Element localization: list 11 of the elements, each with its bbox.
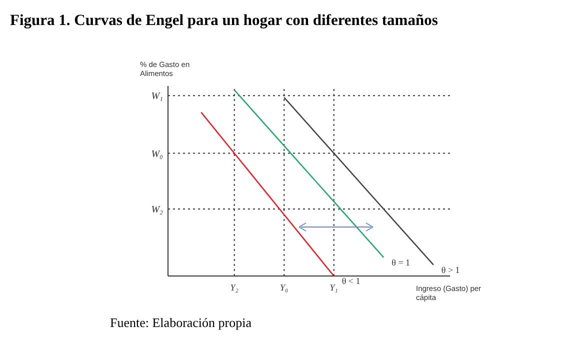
source-note: Fuente: Elaboración propia	[110, 315, 252, 331]
series-label: θ > 1	[441, 264, 460, 275]
series-label: θ = 1	[392, 257, 410, 268]
x-tick-label: Y₂	[230, 282, 238, 292]
x-tick-label: Y₀	[280, 282, 288, 292]
chart-title: Figura 1. Curvas de Engel para un hogar con diferentes tamaños	[10, 12, 438, 30]
x-tick-label: Y₁	[330, 282, 338, 292]
series-label: θ < 1	[342, 276, 360, 286]
ref-line-label: W₂	[151, 204, 164, 216]
ref-line-label: W₁	[151, 91, 163, 102]
ref-line-label: W₀	[151, 148, 164, 160]
